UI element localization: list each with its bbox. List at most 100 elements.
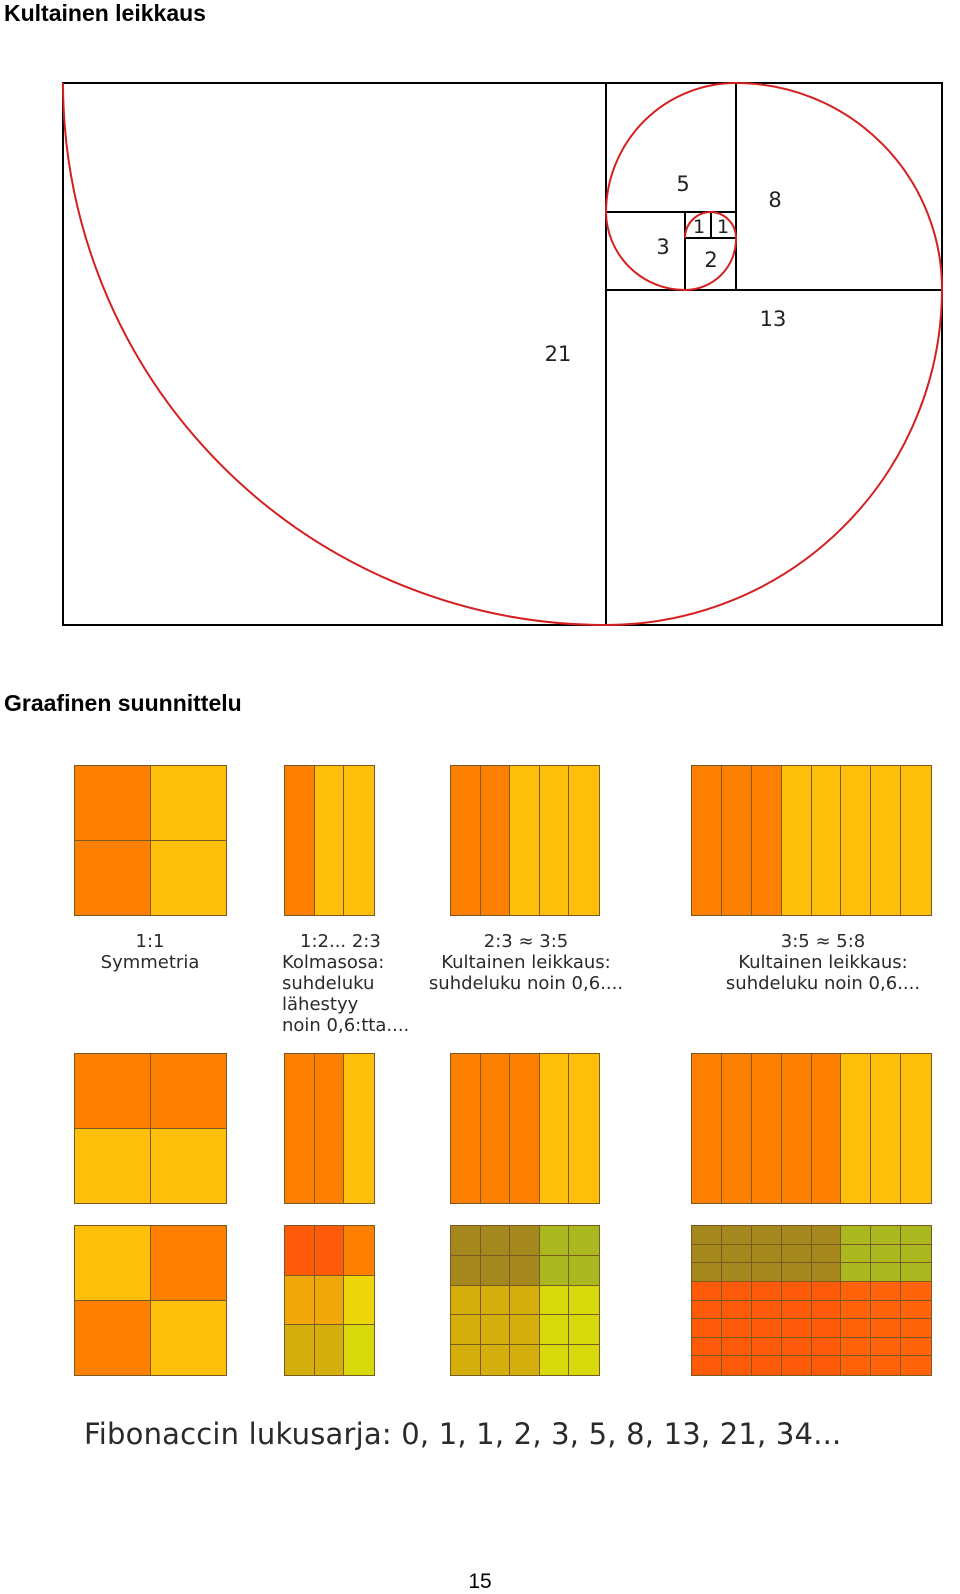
swatch-cell — [692, 1319, 722, 1338]
caption-golden-3-5: 3:5 ≈ 5:8 Kultainen leikkaus: suhdeluku … — [715, 931, 931, 994]
swatch-cell — [480, 1054, 511, 1203]
swatch-cell — [451, 1226, 481, 1256]
swatch-cell — [781, 1226, 812, 1245]
square-label-8: 8 — [768, 188, 781, 212]
square-label-13: 13 — [760, 307, 787, 331]
swatch-cell — [150, 1128, 226, 1203]
swatch-cell — [510, 1315, 540, 1346]
swatch-cell — [841, 1281, 872, 1301]
swatch-cell — [285, 1054, 315, 1203]
swatch-2-3-row2 — [284, 1053, 375, 1204]
swatch-cell — [451, 1285, 481, 1316]
swatch-cell — [480, 1285, 511, 1316]
caption-thirds: 1:2... 2:3 Kolmasosa: suhdeluku lähestyy… — [282, 931, 409, 1036]
heading-graphic-design: Graafinen suunnittelu — [4, 690, 242, 716]
swatch-cell — [901, 1263, 931, 1282]
swatch-cell — [480, 766, 511, 915]
swatch-2-5-row1 — [450, 765, 600, 916]
swatch-cell — [841, 766, 872, 915]
swatch-cell — [871, 1263, 902, 1282]
caption-line: Kultainen leikkaus: — [441, 952, 611, 973]
swatch-cell — [569, 1285, 599, 1316]
swatch-cell — [901, 1244, 931, 1264]
swatch-1-1-row2 — [74, 1053, 227, 1204]
swatch-cell — [751, 766, 782, 915]
golden-spiral-diagram: 21 13 8 5 3 2 1 1 — [62, 81, 944, 627]
swatch-cell — [692, 1281, 722, 1301]
square-label-5: 5 — [676, 172, 689, 196]
swatch-cell — [480, 1345, 511, 1375]
swatch-cell — [692, 1300, 722, 1320]
swatch-cell — [901, 1281, 931, 1301]
swatch-cell — [569, 1054, 599, 1203]
swatch-cell — [721, 1281, 752, 1301]
swatch-cell — [539, 1345, 570, 1375]
swatch-cell — [480, 1315, 511, 1346]
swatch-cell — [811, 1263, 842, 1282]
swatch-cell — [480, 1255, 511, 1286]
swatch-cell — [721, 766, 752, 915]
swatch-cell — [569, 1345, 599, 1375]
caption-golden-2-3: 2:3 ≈ 3:5 Kultainen leikkaus: suhdeluku … — [420, 931, 632, 994]
swatch-cell — [811, 1356, 842, 1375]
swatch-cell — [721, 1337, 752, 1357]
swatch-cell — [692, 1337, 722, 1357]
swatch-cell — [871, 1337, 902, 1357]
swatch-3-5-row2 — [450, 1053, 600, 1204]
swatch-cell — [751, 1300, 782, 1320]
swatch-cell — [751, 1319, 782, 1338]
swatch-cell — [841, 1356, 872, 1375]
page-number: 15 — [468, 1570, 492, 1593]
swatch-cell — [871, 1281, 902, 1301]
swatch-cell — [75, 1226, 151, 1301]
swatch-cell — [692, 1263, 722, 1282]
swatch-cell — [569, 1255, 599, 1286]
swatch-cell — [721, 1319, 752, 1338]
swatch-cell — [901, 1337, 931, 1357]
swatch-cell — [811, 1281, 842, 1301]
caption-line: Kolmasosa: — [282, 952, 385, 973]
swatch-cell — [150, 1300, 226, 1375]
square-label-1a: 1 — [693, 216, 705, 238]
swatch-cell — [751, 1356, 782, 1375]
swatch-cell — [871, 1300, 902, 1320]
swatch-cell — [510, 1226, 540, 1256]
spiral-curve — [62, 81, 944, 627]
swatch-cell — [901, 1054, 931, 1203]
swatch-cell — [539, 1054, 570, 1203]
caption-line: Kultainen leikkaus: — [738, 952, 908, 973]
swatch-cell — [841, 1263, 872, 1282]
swatch-cell — [841, 1244, 872, 1264]
swatch-cell — [451, 1345, 481, 1375]
swatch-cell — [285, 1226, 315, 1276]
swatch-cell — [344, 1226, 374, 1276]
swatch-cell — [871, 1319, 902, 1338]
swatch-cell — [150, 840, 226, 915]
swatch-cell — [841, 1337, 872, 1357]
swatch-cell — [75, 1300, 151, 1375]
swatch-cell — [692, 1244, 722, 1264]
swatch-cell — [901, 766, 931, 915]
swatch-cell — [901, 1226, 931, 1245]
swatch-cell — [811, 1300, 842, 1320]
swatch-cell — [751, 1281, 782, 1301]
swatch-cell — [510, 1285, 540, 1316]
caption-line: Symmetria — [100, 952, 200, 973]
swatch-cell — [314, 1325, 345, 1375]
swatch-cell — [871, 1226, 902, 1245]
swatch-cell — [781, 1337, 812, 1357]
swatch-cell — [721, 1226, 752, 1245]
swatch-cell — [150, 766, 226, 841]
caption-line: 2:3 ≈ 3:5 — [483, 931, 569, 952]
swatch-cell — [781, 1263, 812, 1282]
swatch-cell — [811, 1226, 842, 1245]
swatch-cell — [451, 1255, 481, 1286]
swatch-cell — [781, 766, 812, 915]
swatch-cell — [781, 1054, 812, 1203]
swatch-cell — [314, 766, 345, 915]
swatch-cell — [692, 766, 722, 915]
swatch-5-8-row2 — [691, 1053, 932, 1204]
swatch-cell — [344, 1054, 374, 1203]
caption-line: noin 0,6:tta.... — [282, 1015, 410, 1036]
swatch-cell — [344, 766, 374, 915]
